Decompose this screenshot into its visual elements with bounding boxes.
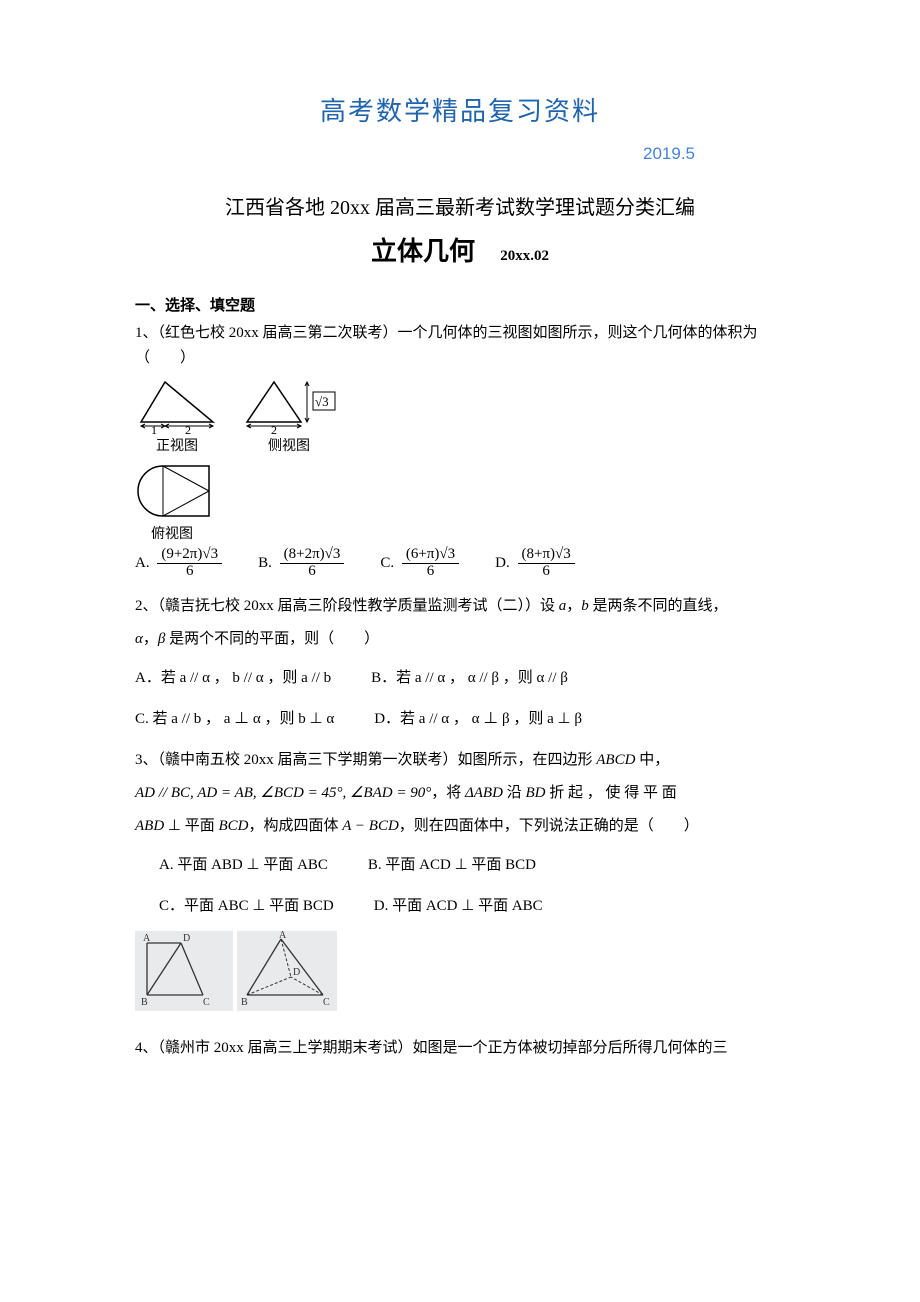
svg-text:C: C	[203, 997, 210, 1008]
q1-views-row-1: 1 2 正视图 2 √3 侧视图	[135, 376, 785, 458]
front-view-label: 正视图	[135, 434, 219, 458]
opt-label-b: B.	[258, 555, 272, 571]
q1-stem: 1、（红色七校 20xx 届高三第二次联考）一个几何体的三视图如图所示，则这个几…	[135, 321, 785, 372]
opt-label-a: A.	[135, 555, 150, 571]
svg-text:A: A	[143, 933, 151, 944]
q1-a-num: (9+2π)√3	[157, 547, 222, 564]
q3-line3c: ，则在四面体中，下列说法正确的是（ ）	[399, 818, 699, 834]
q3-stem-a: 3、（赣中南五校 20xx 届高三下学期第一次联考）如图所示，在四边形	[135, 752, 596, 768]
q3-line3b: ，构成四面体	[249, 818, 343, 834]
q2-opt-a: A．若 a // α ， b // α ，则 a // b	[135, 662, 331, 695]
q1-options: A. (9+2π)√3 6 B. (8+2π)√3 6 C. (6+π)√3 6…	[135, 547, 785, 580]
q3-line2: AD // BC, AD = AB, ∠BCD = 45°, ∠BAD = 90…	[135, 785, 431, 801]
q2-stem-d: ，	[143, 631, 158, 647]
q2-opt-d: D．若 a // α ， α ⊥ β ，则 a ⊥ β	[374, 703, 582, 736]
q1-a-den: 6	[157, 564, 222, 580]
dim-height: √3	[315, 394, 329, 409]
q2-stem-e: 是两个不同的平面，则（ ）	[165, 631, 379, 647]
q1-top-view: 俯视图	[135, 460, 785, 546]
q3-opt-a: A. 平面 ABD ⊥ 平面 ABC	[159, 849, 328, 882]
q3-opt-d: D. 平面 ACD ⊥ 平面 ABC	[374, 890, 543, 923]
q3-figures: A D B C A B C D	[135, 931, 785, 1024]
q2-options-row2: C. 若 a // b ， a ⊥ α ，则 b ⊥ α D．若 a // α …	[135, 703, 785, 736]
q1-side-view: 2 √3 侧视图	[241, 376, 337, 458]
q2-stem-a: 2、（赣吉抚七校 20xx 届高三阶段性教学质量监测考试（二））设	[135, 598, 559, 614]
q3-line2d: 折 起 ， 使 得 平 面	[545, 785, 676, 801]
top-view-svg	[135, 460, 215, 522]
doc-title: 江西省各地 20xx 届高三最新考试数学理试题分类汇编	[135, 191, 785, 225]
q1-opt-c: C. (6+π)√3 6	[380, 547, 459, 580]
svg-text:B: B	[241, 997, 248, 1008]
q1-opt-d: D. (8+π)√3 6	[495, 547, 575, 580]
q4-stem: 4、（赣州市 20xx 届高三上学期期末考试）如图是一个正方体被切掉部分后所得几…	[135, 1040, 728, 1056]
sub-title-date: 20xx.02	[500, 248, 549, 264]
q2-options-row1: A．若 a // α ， b // α ，则 a // b B．若 a // α…	[135, 662, 785, 695]
q3-options: A. 平面 ABD ⊥ 平面 ABC B. 平面 ACD ⊥ 平面 BCD C．…	[135, 849, 785, 923]
q1-opt-a: A. (9+2π)√3 6	[135, 547, 222, 580]
q1-d-den: 6	[518, 564, 575, 580]
svg-text:B: B	[141, 997, 148, 1008]
q3-opt-b: B. 平面 ACD ⊥ 平面 BCD	[368, 849, 536, 882]
section-heading: 一、选择、填空题	[135, 293, 785, 319]
q1-b-num: (8+2π)√3	[280, 547, 345, 564]
q3-line2b: ，将	[431, 785, 465, 801]
dim-1: 1	[151, 423, 157, 434]
q1-front-view: 1 2 正视图	[135, 376, 219, 458]
question-3: 3、（赣中南五校 20xx 届高三下学期第一次联考）如图所示，在四边形 A B C D…	[135, 744, 785, 1024]
svg-text:C: C	[323, 997, 330, 1008]
q3-fig-tetra: A B C D	[237, 931, 337, 1011]
q1-b-den: 6	[280, 564, 345, 580]
dim-base: 2	[271, 423, 277, 434]
q2-opt-c: C. 若 a // b ， a ⊥ α ，则 b ⊥ α	[135, 703, 334, 736]
page-main-title: 高考数学精品复习资料	[135, 90, 785, 134]
q1-c-den: 6	[402, 564, 459, 580]
side-view-svg: 2 √3	[241, 376, 337, 434]
opt-label-c: C.	[380, 555, 394, 571]
svg-text:A: A	[279, 931, 287, 941]
q3-line2c: 沿	[503, 785, 526, 801]
q1-c-num: (6+π)√3	[402, 547, 459, 564]
dim-2: 2	[185, 423, 191, 434]
q1-opt-b: B. (8+2π)√3 6	[258, 547, 344, 580]
svg-text:D: D	[183, 933, 190, 944]
q2-stem-b: ，	[566, 598, 581, 614]
sub-title: 立体几何 20xx.02	[135, 229, 785, 273]
q2-opt-b: B．若 a // α ， α // β ，则 α // β	[371, 662, 568, 695]
q3-fig-quad: A D B C	[135, 931, 233, 1011]
svg-text:D: D	[293, 967, 300, 978]
opt-label-d: D.	[495, 555, 510, 571]
top-view-label: 俯视图	[135, 522, 785, 546]
front-view-svg: 1 2	[135, 376, 219, 434]
question-4: 4、（赣州市 20xx 届高三上学期期末考试）如图是一个正方体被切掉部分后所得几…	[135, 1036, 785, 1062]
sub-title-text: 立体几何	[371, 236, 475, 266]
q1-d-num: (8+π)√3	[518, 547, 575, 564]
q2-stem-c: 是两条不同的直线，	[589, 598, 728, 614]
q3-stem-b: 中，	[635, 752, 669, 768]
date-tag: 2019.5	[135, 140, 785, 169]
q3-line3a: ⊥ 平面	[164, 818, 218, 834]
question-2: 2、（赣吉抚七校 20xx 届高三阶段性教学质量监测考试（二））设 a，b 是两…	[135, 590, 785, 736]
q3-opt-c: C．平面 ABC ⊥ 平面 BCD	[159, 890, 334, 923]
side-view-label: 侧视图	[241, 434, 337, 458]
question-1: 1、（红色七校 20xx 届高三第二次联考）一个几何体的三视图如图所示，则这个几…	[135, 321, 785, 580]
